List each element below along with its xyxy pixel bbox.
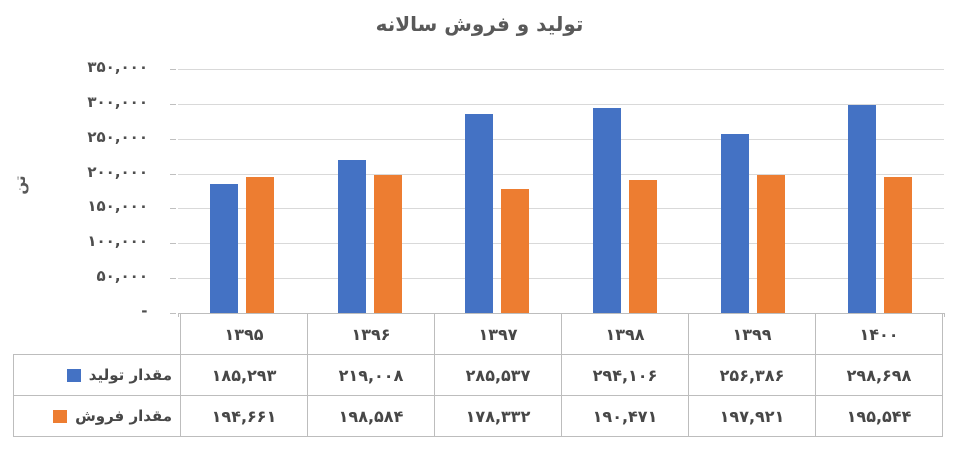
gridline [178,278,944,280]
series-name-production: مقدار تولید [88,366,172,384]
legend-swatch-sales [53,409,68,423]
gridline [178,69,944,70]
series-name-sales: مقدار فروش [75,407,172,425]
data-table: ۱۳۹۵ ۱۳۹۶ ۱۳۹۷ ۱۳۹۸ ۱۳۹۹ ۱۴۰۰ مقدار تولید ۱۸۵,۲… [13,313,943,437]
value-cell-sales-1399: ۱۹۷,۹۲۱ [688,395,816,437]
gridline [178,208,944,210]
value-cell-production-1397: ۲۸۵,۵۳۷ [434,354,562,396]
bar-sales-1396 [374,175,402,313]
y-axis-tick-mark [170,243,176,245]
y-axis-tick-mark [170,69,176,70]
table-header-row: ۱۳۹۵ ۱۳۹۶ ۱۳۹۷ ۱۳۹۸ ۱۳۹۹ ۱۴۰۰ [14,313,943,355]
bar-sales-1398 [629,180,657,313]
value-cell-production-1400: ۲۹۸,۶۹۸ [815,354,943,396]
year-header-1399: ۱۳۹۹ [688,313,816,355]
table-blank-corner [14,314,181,355]
y-axis-tick-mark [170,208,176,210]
plot-area [178,69,945,317]
y-axis-tick-label: ۲۵۰,۰۰۰ [87,127,148,146]
bar-production-1396 [338,160,366,313]
y-axis-tick-mark [170,313,176,314]
gridline [178,243,944,245]
y-axis-tick-label: ۳۰۰,۰۰۰ [87,92,148,111]
value-cell-production-1396: ۲۱۹,۰۰۸ [307,354,435,396]
y-axis-title: تن [11,175,29,195]
bar-production-1400 [848,105,876,313]
x-axis-tick-mark [178,313,179,317]
y-axis-tick-mark [170,138,176,140]
value-cell-sales-1396: ۱۹۸,۵۸۴ [307,395,435,437]
bar-production-1395 [210,184,238,313]
bar-sales-1397 [501,189,529,313]
gridline [178,173,944,175]
y-axis-tick-mark [170,278,176,280]
value-cell-sales-1398: ۱۹۰,۴۷۱ [561,395,689,437]
gridline [178,103,944,105]
x-axis-tick-mark [944,313,945,317]
gridline [178,138,944,140]
y-axis-tick-mark [170,173,176,175]
y-axis-tick-label: ۵۰,۰۰۰ [96,267,148,286]
y-axis-tick-label: ۱۵۰,۰۰۰ [87,197,148,216]
year-header-1395: ۱۳۹۵ [180,313,308,355]
year-header-1397: ۱۳۹۷ [434,313,562,355]
value-cell-production-1398: ۲۹۴,۱۰۶ [561,354,689,396]
value-cell-production-1395: ۱۸۵,۲۹۳ [180,354,308,396]
y-axis-tick-label: ۳۵۰,۰۰۰ [87,58,148,76]
bar-sales-1400 [884,177,912,313]
bar-production-1399 [721,134,749,313]
bar-sales-1395 [246,177,274,313]
bar-production-1397 [465,114,493,313]
y-axis-tick-label: ۱۰۰,۰۰۰ [87,232,148,251]
bar-production-1398 [593,108,621,313]
value-cell-sales-1395: ۱۹۴,۶۶۱ [180,395,308,437]
year-header-1398: ۱۳۹۸ [561,313,689,355]
chart-title: تولید و فروش سالانه [375,12,584,36]
year-header-1396: ۱۳۹۶ [307,313,435,355]
y-axis-tick-label: - [141,302,148,320]
value-cell-sales-1400: ۱۹۵,۵۴۴ [815,395,943,437]
bar-sales-1399 [757,175,785,313]
y-axis-tick-label: ۲۰۰,۰۰۰ [87,162,148,181]
series-label-cell-production: مقدار تولید [13,354,181,396]
legend-swatch-production [66,368,81,382]
table-row-sales: مقدار فروش ۱۹۴,۶۶۱ ۱۹۸,۵۸۴ ۱۷۸,۳۳۲ ۱۹۰,۴۷۱ ۱۹… [13,395,943,437]
y-axis-tick-mark [170,103,176,105]
table-row-production: مقدار تولید ۱۸۵,۲۹۳ ۲۱۹,۰۰۸ ۲۸۵,۵۳۷ ۲۹۴,۱۰۶ ۲… [13,354,943,396]
value-cell-production-1399: ۲۵۶,۳۸۶ [688,354,816,396]
value-cell-sales-1397: ۱۷۸,۳۳۲ [434,395,562,437]
series-label-cell-sales: مقدار فروش [13,395,181,437]
year-header-1400: ۱۴۰۰ [815,313,943,355]
